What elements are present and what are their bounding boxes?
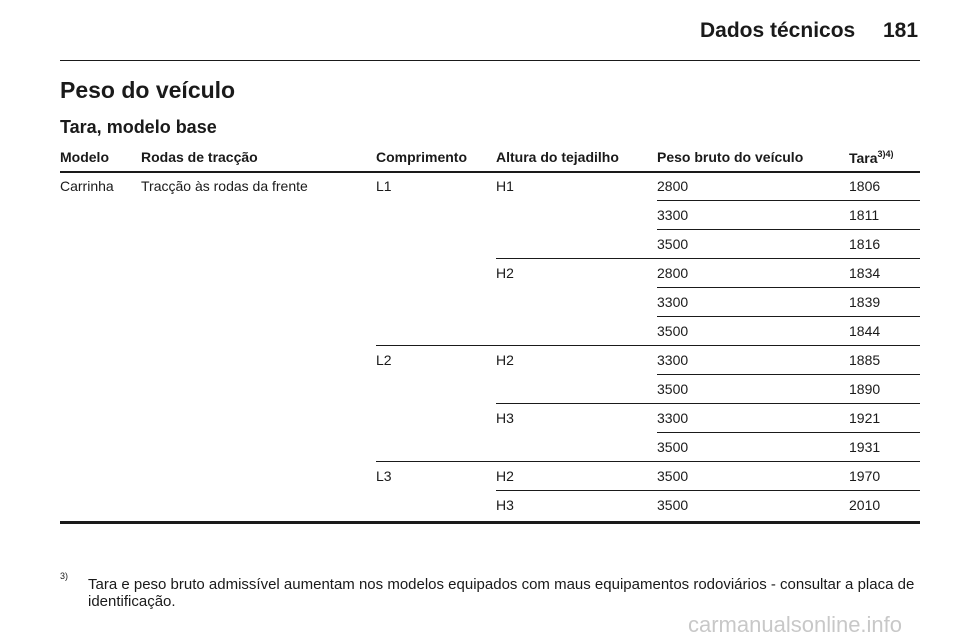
column-header: Tara3)4) — [849, 149, 894, 166]
row-rule — [496, 490, 920, 491]
title: Peso do veículo — [60, 77, 236, 103]
row-rule — [657, 229, 920, 230]
cell: 1834 — [849, 265, 881, 281]
cell: H3 — [496, 410, 514, 426]
cell: 3500 — [657, 236, 689, 252]
subtitle: Tara, modelo base — [60, 117, 217, 137]
row-rule — [376, 461, 920, 462]
page-number: 181 — [883, 19, 919, 42]
cell: 1921 — [849, 410, 881, 426]
cell: 3500 — [657, 439, 689, 455]
cell: 1970 — [849, 468, 881, 484]
cell: Carrinha — [60, 178, 114, 194]
cell: 3500 — [657, 497, 689, 513]
footnote-text: Tara e peso bruto admissível aumentam no… — [88, 576, 915, 610]
row-rule — [496, 258, 920, 259]
cell: 1844 — [849, 323, 881, 339]
cell: 1816 — [849, 236, 881, 252]
cell: H2 — [496, 265, 514, 281]
row-rule — [657, 432, 920, 433]
row-rule — [657, 374, 920, 375]
cell: 3500 — [657, 468, 689, 484]
cell: 1890 — [849, 381, 881, 397]
cell: L1 — [376, 178, 392, 194]
cell: 3500 — [657, 323, 689, 339]
cell: 1839 — [849, 294, 881, 310]
column-header: Modelo — [60, 149, 109, 165]
header-rule — [60, 171, 920, 173]
cell: 3500 — [657, 381, 689, 397]
row-rule — [657, 316, 920, 317]
table-bottom-rule — [60, 521, 920, 524]
row-rule — [657, 200, 920, 201]
row-rule — [657, 287, 920, 288]
cell: 1931 — [849, 439, 881, 455]
cell: 2010 — [849, 497, 881, 513]
column-header: Comprimento — [376, 149, 467, 165]
cell: 1885 — [849, 352, 881, 368]
cell: 1811 — [849, 207, 880, 223]
cell: 1806 — [849, 178, 881, 194]
column-header: Altura do tejadilho — [496, 149, 619, 165]
cell: 2800 — [657, 178, 689, 194]
section-title: Dados técnicos — [700, 19, 856, 42]
cell: H1 — [496, 178, 514, 194]
cell: 3300 — [657, 352, 689, 368]
cell: 3300 — [657, 410, 689, 426]
header-rule — [60, 60, 920, 61]
cell: H3 — [496, 497, 514, 513]
cell: H2 — [496, 468, 514, 484]
cell: Tracção às rodas da frente — [141, 178, 308, 194]
watermark: carmanualsonline.info — [688, 612, 903, 637]
cell: L2 — [376, 352, 392, 368]
column-header: Peso bruto do veículo — [657, 149, 804, 165]
cell: H2 — [496, 352, 514, 368]
cell: 3300 — [657, 207, 689, 223]
cell: 2800 — [657, 265, 689, 281]
row-rule — [496, 403, 920, 404]
row-rule — [376, 345, 920, 346]
cell: L3 — [376, 468, 392, 484]
column-header-sup: 3)4) — [877, 149, 894, 159]
column-header: Rodas de tracção — [141, 149, 258, 165]
footnote-mark: 3) — [60, 571, 69, 581]
cell: 3300 — [657, 294, 689, 310]
